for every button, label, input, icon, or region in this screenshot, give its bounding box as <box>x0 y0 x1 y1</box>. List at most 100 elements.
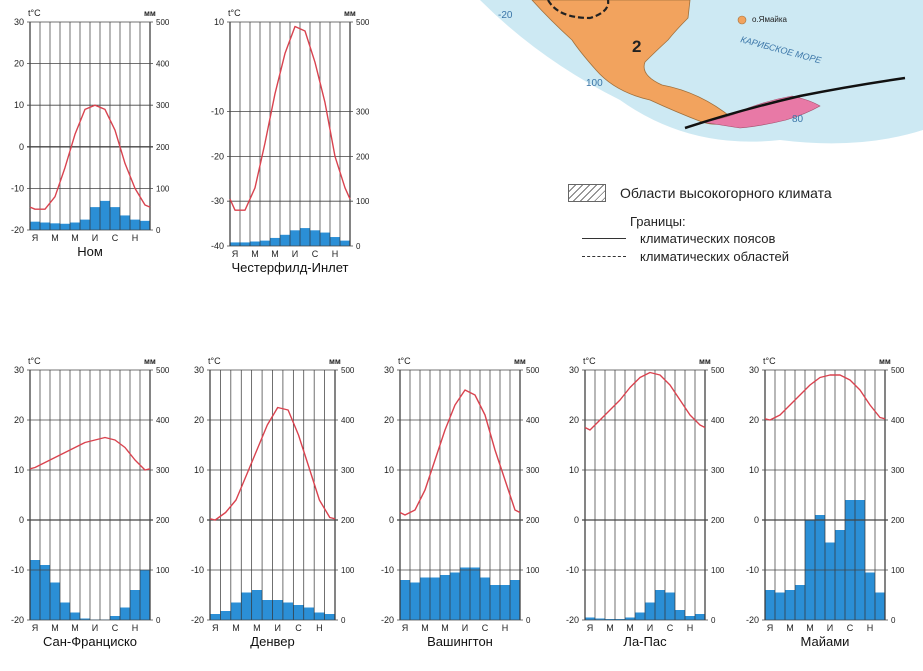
precip-bar <box>480 577 490 620</box>
precip-tick-label: 300 <box>356 108 370 117</box>
precip-bar <box>40 222 50 230</box>
month-label: М <box>786 623 794 633</box>
precip-tick-label: 200 <box>711 516 725 525</box>
precip-bar <box>835 530 845 620</box>
precip-tick-label: 500 <box>711 366 725 375</box>
month-label: С <box>295 623 302 633</box>
temp-tick-label: 20 <box>384 415 394 425</box>
precip-tick-label: 100 <box>341 566 355 575</box>
map-jamaica <box>737 15 747 25</box>
month-label: Я <box>232 249 239 259</box>
temp-tick-label: 10 <box>749 465 759 475</box>
temp-unit-label: t°C <box>398 356 411 366</box>
month-label: М <box>51 623 59 633</box>
temp-tick-label: 20 <box>14 59 24 69</box>
precip-bar <box>130 590 140 620</box>
precip-bar <box>605 619 615 620</box>
precip-bar <box>310 230 320 246</box>
precip-bar <box>420 577 430 620</box>
temp-tick-label: 10 <box>214 17 224 27</box>
temp-tick-label: -20 <box>11 615 24 625</box>
precip-tick-label: 100 <box>156 184 170 193</box>
temp-tick-label: 20 <box>194 415 204 425</box>
temp-tick-label: 10 <box>14 465 24 475</box>
precip-bar <box>635 612 645 620</box>
temperature-line <box>29 104 151 210</box>
map-legend: Области высокогорного климата Границы: к… <box>568 182 923 265</box>
month-label: М <box>806 623 814 633</box>
temp-tick-label: 10 <box>569 465 579 475</box>
temperature-line <box>399 389 521 516</box>
month-label: С <box>482 623 489 633</box>
month-label: М <box>232 623 240 633</box>
temp-tick-label: -20 <box>746 615 759 625</box>
precip-bar <box>430 577 440 620</box>
month-label: М <box>606 623 614 633</box>
temp-tick-label: -10 <box>11 565 24 575</box>
temp-tick-label: 10 <box>14 100 24 110</box>
map-label-lat: -20 <box>498 10 513 21</box>
legend-belts-row: климатических поясов <box>568 229 923 247</box>
precip-tick-label: 0 <box>156 616 161 625</box>
temp-tick-label: 0 <box>19 515 24 525</box>
month-label: М <box>251 249 259 259</box>
precip-unit-label: мм <box>329 357 341 366</box>
temp-tick-label: -10 <box>746 565 759 575</box>
precip-bar <box>410 582 420 620</box>
month-label: Н <box>332 249 339 259</box>
temp-unit-label: t°C <box>228 8 241 18</box>
solid-line-swatch <box>582 237 626 239</box>
precip-tick-label: 200 <box>156 516 170 525</box>
temp-tick-label: -20 <box>381 615 394 625</box>
precip-bar <box>595 618 605 620</box>
precip-tick-label: 500 <box>891 366 905 375</box>
map-region-border <box>547 0 610 20</box>
map-label-lon2: 80 <box>792 114 804 125</box>
precip-bar <box>80 618 90 620</box>
legend-highland-label: Области высокогорного климата <box>620 185 832 201</box>
precip-bar <box>70 612 80 620</box>
temp-tick-label: -10 <box>566 565 579 575</box>
temp-tick-label: 0 <box>754 515 759 525</box>
month-label: И <box>92 623 98 633</box>
precip-bar <box>241 592 252 620</box>
month-label: М <box>253 623 261 633</box>
precip-bar <box>80 219 90 230</box>
temp-tick-label: -40 <box>211 241 224 251</box>
precip-bar <box>340 240 350 246</box>
month-label: И <box>274 623 280 633</box>
climate-chart: t°C мм 10 -10 -20 -30 -40 500 300 200 100 0 Я М М И С НЧе… <box>211 8 370 275</box>
precip-bar <box>90 207 100 230</box>
temp-tick-label: -10 <box>11 183 24 193</box>
temp-tick-label: -30 <box>211 196 224 206</box>
station-title: Ла-Пас <box>623 634 667 649</box>
month-label: Н <box>132 233 139 243</box>
precip-bar <box>845 500 855 620</box>
temperature-line <box>584 371 706 431</box>
temperature-line <box>29 436 151 471</box>
precip-tick-label: 500 <box>341 366 355 375</box>
precip-tick-label: 200 <box>341 516 355 525</box>
precip-bar <box>470 567 480 620</box>
precip-bar <box>865 572 875 620</box>
temperature-line <box>209 406 336 521</box>
month-label: С <box>312 249 319 259</box>
precip-tick-label: 500 <box>356 18 370 27</box>
month-label: С <box>847 623 854 633</box>
month-label: Я <box>767 623 774 633</box>
precip-bar <box>825 542 835 620</box>
precip-tick-label: 200 <box>526 516 540 525</box>
temp-tick-label: 20 <box>14 415 24 425</box>
precip-tick-label: 100 <box>356 197 370 206</box>
month-label: М <box>71 233 79 243</box>
precip-bar <box>140 220 150 230</box>
precip-tick-label: 0 <box>526 616 531 625</box>
month-label: М <box>271 249 279 259</box>
precip-tick-label: 300 <box>156 466 170 475</box>
precip-tick-label: 300 <box>711 466 725 475</box>
